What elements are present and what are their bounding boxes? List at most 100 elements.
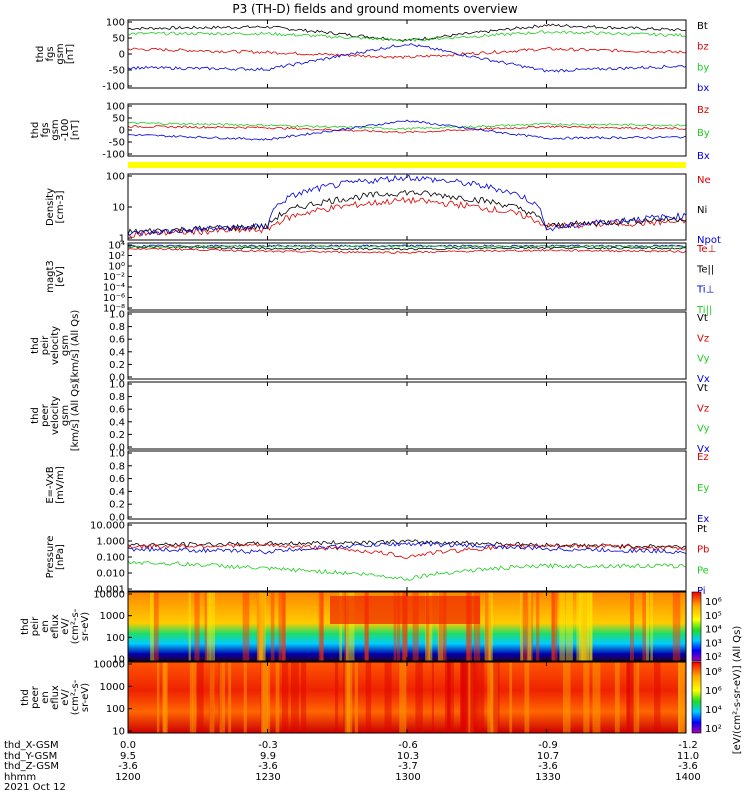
spectrogram-streak [431,662,434,733]
y-tick-label: 50 [112,34,125,45]
colorbar-tick-label: 10³ [705,638,722,649]
spectrogram-streak [354,662,358,733]
y-tick-label: 100 [106,172,125,183]
legend-label-Pb: Pb [697,545,709,556]
y-tick-label: 1000 [100,682,125,693]
y-tick-label: 0.2 [109,360,125,371]
spectrogram-streak [427,592,430,661]
spectrogram-streak [581,592,587,661]
legend-label-Ni: Ni [697,205,707,216]
spectrogram-streak [291,662,299,733]
y-axis-label: (cm²-s- [70,608,81,644]
y-axis-label: thd [35,46,46,63]
footer-value: -0.9 [538,740,558,751]
y-tick-label: 1.0 [109,380,125,391]
legend-label-Ez: Ez [697,452,709,463]
spectrogram-streak [484,592,492,661]
spectrogram-streak [476,662,485,733]
spectrogram-streak [425,592,433,661]
spectrogram-streak [631,662,637,733]
y-axis-label: Pressure [45,536,56,579]
spectrogram-streak [460,662,469,733]
footer-date: 2021 Oct 12 [4,782,66,793]
legend-label-by: by [697,62,709,73]
spectrogram-streak [206,592,211,661]
spectrogram-streak [257,592,263,661]
footer-value: 10.7 [536,750,560,762]
panel-frame [127,242,687,311]
y-tick-label: 0.4 [109,487,125,498]
spectrogram-streak [256,592,263,661]
spectrogram-streak [194,592,200,661]
spectrogram-streak [521,592,529,661]
y-axis-label: thd [30,337,41,354]
spectrogram-streak [204,592,208,661]
y-tick-label: 0.8 [109,392,125,403]
spectrogram-streak [466,662,474,733]
spectrogram-streak [344,592,349,661]
y-axis-label: peer [40,403,51,427]
footer-label: hhmm [4,771,37,783]
spectrogram-streak [587,592,593,661]
y-axis-label: fgs [40,122,51,137]
y-axis-label: sr-eV) [80,683,91,712]
footer-row-hhmm: hhmm 1200 1230 1300 1330 1400 [4,771,701,784]
spectrogram-streak [156,662,160,733]
colorbar-tick-label: 10⁵ [705,611,722,622]
legend-label-Vy: Vy [697,424,710,435]
y-tick-label: 0.2 [109,500,125,511]
series-line-By [128,121,687,131]
y-tick-label: 1.0 [109,310,125,321]
y-axis-label: peir [40,335,51,355]
footer-value: -1.2 [678,740,698,751]
y-tick-label: 0.4 [109,417,125,428]
y-axis-label: sr-eV) [80,612,91,641]
y-axis-label: en [40,691,51,704]
legend-label-Vt: Vt [697,383,708,394]
spectrogram-streak [162,662,167,733]
y-axis-label: velocity [50,396,61,435]
y-tick-label: 100 [106,102,125,113]
y-axis-label: Density [45,188,56,226]
footer-value: -3.7 [398,761,418,772]
y-tick-label: 1.0 [109,449,125,460]
y-tick-label: 1000 [100,611,125,622]
spectrogram-streak [402,592,408,661]
y-axis-label: eflux [50,685,61,710]
legend-label-Vz: Vz [697,403,709,414]
legend-label-Pt: Pt [697,524,707,535]
panel-frame [127,450,687,520]
spectrogram-streak [242,592,250,661]
spectrogram-streak [438,592,445,661]
spectrogram-streak [281,662,289,733]
legend-label-Ti⊥: Ti⊥ [696,285,714,296]
spectrogram-streak [460,662,468,733]
footer-value: -3.6 [258,761,278,772]
spectrogram-streak [384,662,392,733]
quality-flag-bar [128,162,686,168]
panel-frame [127,103,687,157]
footer-value: 11.0 [676,750,700,762]
y-tick-label: 10⁴ [108,241,125,252]
spectrogram-streak [678,662,681,733]
y-tick-label: 10² [108,251,125,262]
footer-value: -3.6 [538,761,558,772]
spectrogram-streak [228,662,232,733]
spectrogram-streak [628,662,633,733]
y-tick-label: 0.2 [109,430,125,441]
spectrogram-streak [527,592,533,661]
y-tick-label: 10000 [93,660,125,671]
spectrogram-streak [365,592,369,661]
series-line-Pe [127,560,687,582]
y-tick-label: 0.100 [96,553,125,564]
legend-label-Pe: Pe [697,565,709,576]
y-axis-label: [km/s] (All Qs) [70,310,81,382]
legend-label-Bx: Bx [697,151,710,162]
spectrogram-streak [209,592,215,661]
spectrogram-streak [509,662,513,733]
spectrogram-streak [654,662,661,733]
y-tick-label: 10⁰ [108,262,125,273]
spectrogram-streak [258,592,265,661]
spectrogram-field [128,662,686,733]
y-tick-label: 0.001 [96,585,125,596]
